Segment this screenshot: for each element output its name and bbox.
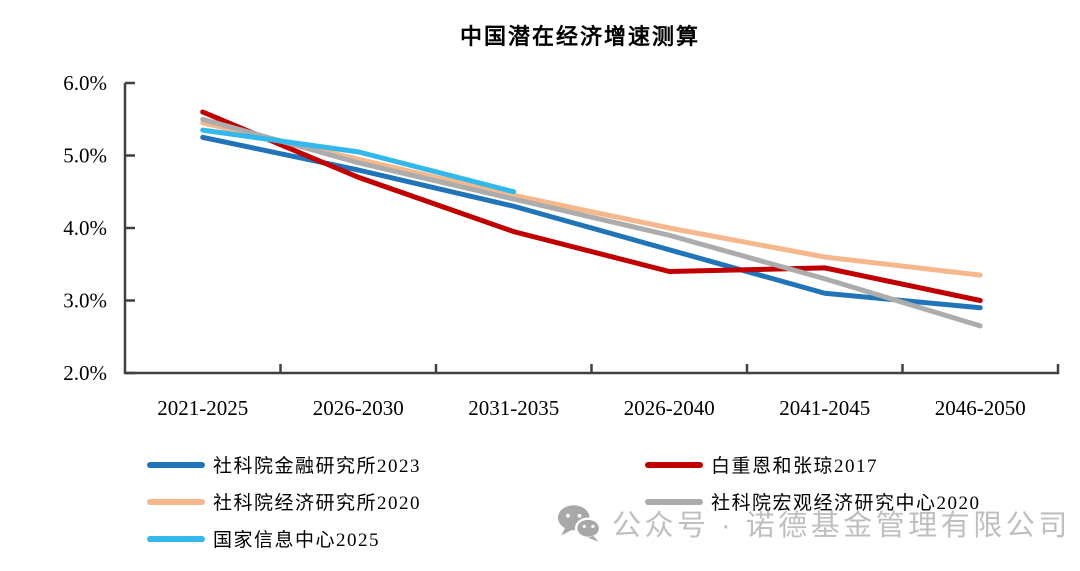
legend-item: 社科院宏观经济研究中心2020 bbox=[645, 483, 981, 520]
legend-item: 社科院金融研究所2023 bbox=[147, 446, 421, 483]
x-axis-category-label: 2031-2035 bbox=[468, 396, 559, 420]
legend-swatch bbox=[645, 498, 703, 505]
y-axis-tick-label: 6.0% bbox=[63, 71, 107, 95]
legend-swatch bbox=[147, 535, 205, 542]
legend-item: 社科院经济研究所2020 bbox=[147, 483, 421, 520]
y-axis-tick-label: 2.0% bbox=[63, 361, 107, 385]
x-axis-category-label: 2041-2045 bbox=[779, 396, 870, 420]
x-axis-category-label: 2026-2030 bbox=[313, 396, 404, 420]
legend-item: 国家信息中心2025 bbox=[147, 520, 421, 557]
legend-column-right: 白重恩和张琼2017 社科院宏观经济研究中心2020 bbox=[645, 446, 981, 520]
y-axis-tick-label: 5.0% bbox=[63, 144, 107, 168]
legend-swatch bbox=[645, 461, 703, 468]
x-axis-category-label: 2046-2050 bbox=[935, 396, 1026, 420]
legend-label: 社科院宏观经济研究中心2020 bbox=[711, 493, 981, 514]
legend-label: 国家信息中心2025 bbox=[213, 530, 381, 551]
legend-item: 白重恩和张琼2017 bbox=[645, 446, 981, 483]
chart-legend: 社科院金融研究所2023 社科院经济研究所2020 国家信息中心2025 白重恩和张… bbox=[0, 446, 1080, 561]
watermark: 公众号 · 诺德基金管理有限公司 bbox=[556, 502, 1071, 544]
legend-swatch bbox=[147, 461, 205, 468]
legend-label: 社科院金融研究所2023 bbox=[213, 456, 422, 477]
watermark-text: 公众号 · 诺德基金管理有限公司 bbox=[612, 510, 1071, 542]
series-line bbox=[200, 127, 517, 195]
x-axis-category-label: 2021-2025 bbox=[157, 396, 248, 420]
series-line bbox=[200, 109, 983, 303]
legend-swatch bbox=[147, 498, 205, 505]
y-axis-tick-label: 3.0% bbox=[63, 289, 107, 313]
legend-label: 白重恩和张琼2017 bbox=[711, 456, 879, 477]
legend-column-left: 社科院金融研究所2023 社科院经济研究所2020 国家信息中心2025 bbox=[147, 446, 421, 557]
legend-label: 社科院经济研究所2020 bbox=[213, 493, 422, 514]
x-axis-category-label: 2026-2040 bbox=[624, 396, 715, 420]
series-line bbox=[200, 116, 983, 329]
y-axis-tick-label: 4.0% bbox=[63, 216, 107, 240]
chart-title: 中国潜在经济增速测算 bbox=[459, 24, 701, 49]
wechat-icon bbox=[557, 505, 602, 542]
